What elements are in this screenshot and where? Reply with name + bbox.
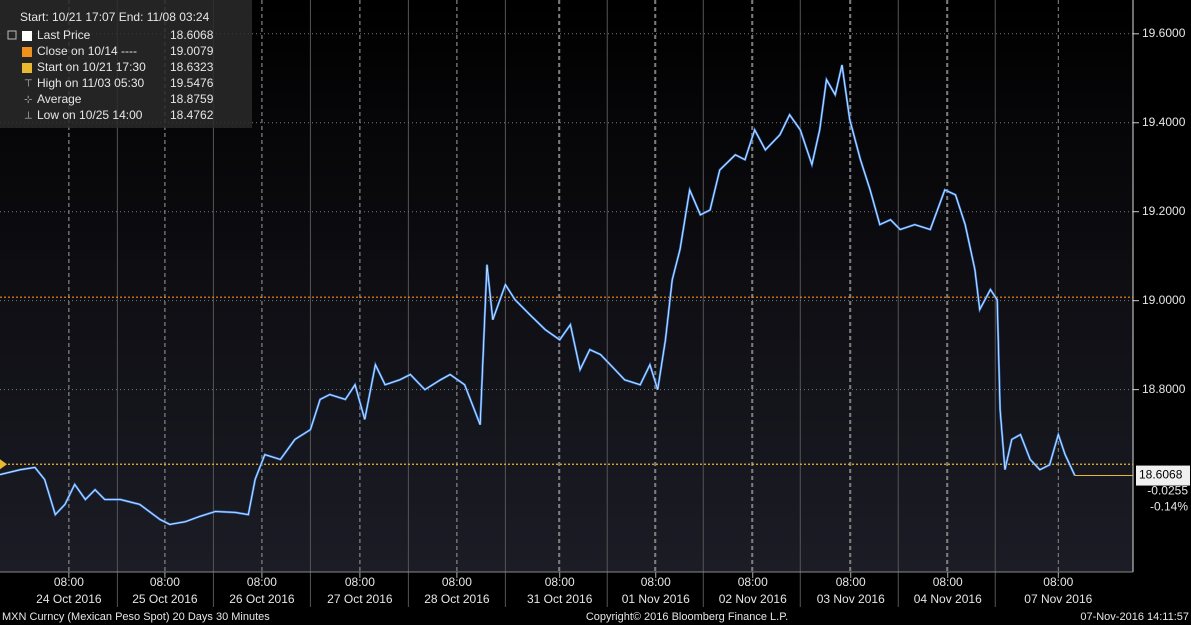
- y-tick-label: 19.2000: [1142, 204, 1186, 218]
- legend-name: Last Price: [37, 28, 91, 42]
- y-tick-label: 18.8000: [1142, 382, 1186, 396]
- legend-icon: ⊥: [24, 111, 33, 122]
- x-tick-label: 08:00: [345, 575, 375, 589]
- footer-left: MXN Curncy (Mexican Peso Spot) 20 Days 3…: [2, 611, 270, 623]
- legend-value: 19.5476: [170, 76, 214, 90]
- day-label: 31 Oct 2016: [527, 592, 593, 606]
- x-tick-label: 08:00: [836, 575, 866, 589]
- legend-icon: ⊤: [24, 79, 33, 90]
- header: Start: 10/21 17:07 End: 11/08 03:24: [20, 10, 210, 24]
- x-tick-label: 08:00: [150, 575, 180, 589]
- day-label: 24 Oct 2016: [36, 592, 102, 606]
- y-tick-label: 19.0000: [1142, 293, 1186, 307]
- day-label: 03 Nov 2016: [817, 592, 885, 606]
- price-change-pct: -0.14%: [1150, 500, 1188, 514]
- legend-name: Start on 10/21 17:30: [37, 60, 146, 74]
- start-marker: [0, 459, 7, 470]
- x-tick-label: 08:00: [933, 575, 963, 589]
- day-label: 01 Nov 2016: [622, 592, 690, 606]
- x-tick-label: 08:00: [442, 575, 472, 589]
- price-line-highlight: [0, 64, 1076, 525]
- legend-swatch: [22, 31, 32, 41]
- legend-value: 19.0079: [170, 44, 214, 58]
- legend-value: 18.6068: [170, 28, 214, 42]
- y-tick-label: 19.4000: [1142, 115, 1186, 129]
- day-label: 07 Nov 2016: [1024, 592, 1092, 606]
- legend-swatch: [22, 63, 32, 73]
- x-tick-label: 08:00: [247, 575, 277, 589]
- price-tag: [1136, 465, 1190, 486]
- day-label: 04 Nov 2016: [914, 592, 982, 606]
- legend-collapse: [7, 30, 17, 40]
- price-tag-value: 18.6068: [1139, 468, 1183, 482]
- day-label: 02 Nov 2016: [719, 592, 787, 606]
- footer-center: Copyright© 2016 Bloomberg Finance L.P.: [586, 611, 788, 623]
- day-label: 25 Oct 2016: [132, 592, 198, 606]
- x-tick-label: 08:00: [54, 575, 84, 589]
- legend-name: High on 11/03 05:30: [37, 76, 145, 90]
- legend-swatch: [22, 47, 32, 57]
- x-tick-label: 08:00: [641, 575, 671, 589]
- day-label: 28 Oct 2016: [424, 592, 490, 606]
- day-label: 27 Oct 2016: [327, 592, 393, 606]
- legend-name: Average: [37, 92, 82, 106]
- price-change: -0.0255: [1147, 484, 1188, 498]
- x-tick-label: 08:00: [545, 575, 575, 589]
- legend-value: 18.6323: [170, 60, 214, 74]
- legend-value: 18.8759: [170, 92, 214, 106]
- legend-name: Close on 10/14 ----: [37, 44, 137, 58]
- footer-right: 07-Nov-2016 14:11:57: [1080, 611, 1189, 623]
- legend-value: 18.4762: [170, 108, 214, 122]
- x-tick-label: 08:00: [1043, 575, 1073, 589]
- legend-name: Low on 10/25 14:00: [37, 108, 143, 122]
- x-tick-label: 08:00: [738, 575, 768, 589]
- legend-box: [0, 0, 252, 128]
- legend-icon: ⊹: [24, 95, 32, 106]
- y-tick-label: 19.6000: [1142, 26, 1186, 40]
- day-label: 26 Oct 2016: [229, 592, 295, 606]
